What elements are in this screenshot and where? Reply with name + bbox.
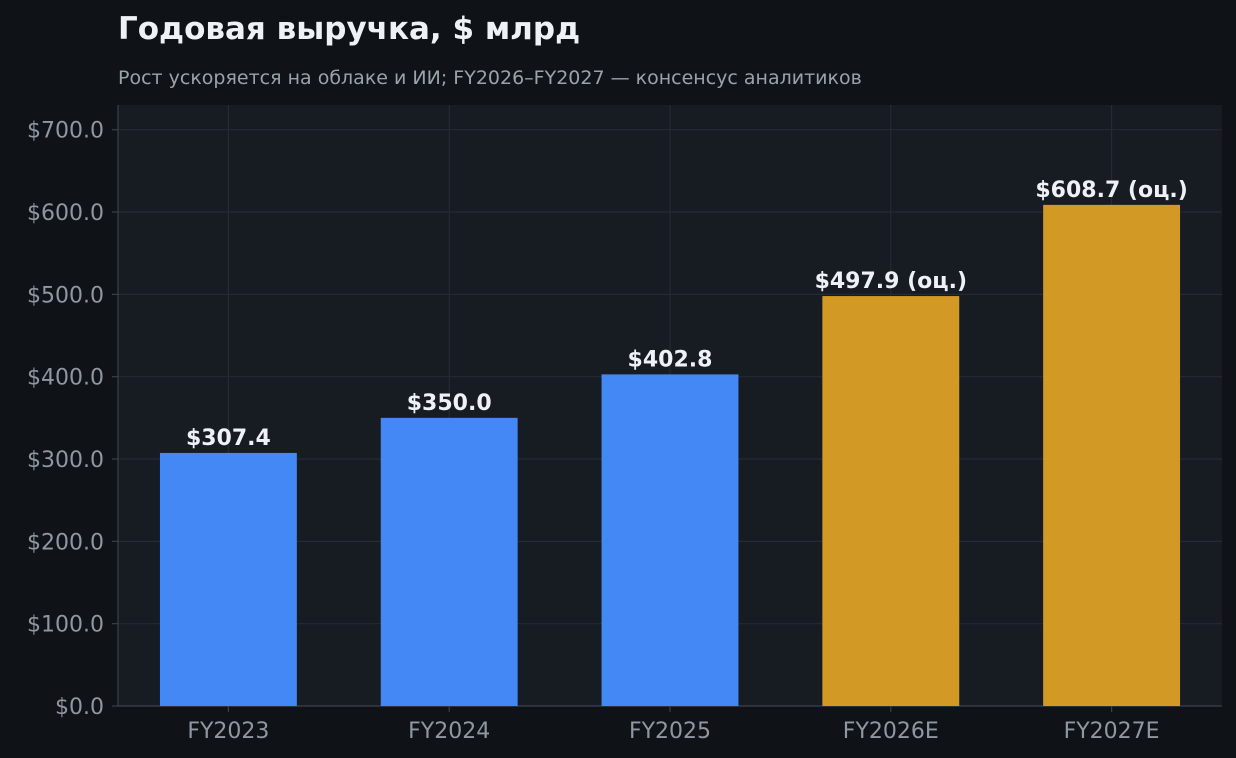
bar-fy2026e [822,296,960,706]
x-axis-ticks: FY2023 FY2024 FY2025 FY2026E FY2027E [187,706,1160,744]
y-tick-label: $400.0 [27,366,104,391]
y-tick-label: $0.0 [55,695,104,720]
y-tick-label: $700.0 [27,119,104,144]
bar-fy2027e [1043,204,1181,706]
y-tick-label: $100.0 [27,613,104,638]
bar-fy2023 [159,452,297,706]
y-tick-label: $300.0 [27,448,104,473]
bars [159,204,1181,706]
chart-subtitle: Рост ускоряется на облаке и ИИ; FY2026–F… [118,67,862,89]
bar-value-label: $350.0 [407,391,492,416]
x-tick-label: FY2024 [408,719,490,744]
x-tick-label: FY2027E [1064,719,1160,744]
bar-value-label: $497.9 (оц.) [815,269,967,294]
x-tick-label: FY2023 [187,719,269,744]
bar-fy2025 [601,374,739,706]
bar-value-label: $608.7 (оц.) [1035,178,1187,203]
bar-labels: $307.4 $350.0 $402.8 $497.9 (оц.) $608.7 (оц… [186,178,1188,451]
y-tick-label: $200.0 [27,530,104,555]
y-tick-label: $500.0 [27,283,104,308]
x-tick-label: FY2025 [629,719,711,744]
bar-value-label: $402.8 [628,347,713,372]
x-tick-label: FY2026E [843,719,939,744]
bar-fy2024 [380,417,518,706]
y-axis-ticks: $0.0 $100.0 $200.0 $300.0 $400.0 $500.0 $600.0… [27,119,118,720]
y-tick-label: $600.0 [27,201,104,226]
chart-title: Годовая выручка, $ млрд [118,11,580,47]
bar-value-label: $307.4 [186,426,271,451]
